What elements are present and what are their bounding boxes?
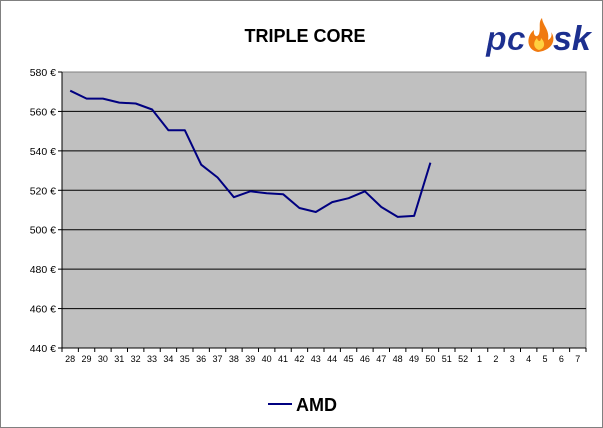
y-tick-label: 440 € [30,343,56,355]
x-tick-label: 31 [114,354,124,364]
y-tick-label: 480 € [30,264,56,276]
series-line-amd [69,89,432,218]
x-tick-label: 49 [409,354,419,364]
x-tick-label: 33 [147,354,157,364]
x-tick-label: 30 [98,354,108,364]
x-tick-label: 3 [510,354,515,364]
x-tick-label: 43 [311,354,321,364]
x-tick-label: 44 [327,354,337,364]
x-tick-label: 36 [196,354,206,364]
x-tick-label: 52 [458,354,468,364]
y-tick-label: 540 € [30,146,56,158]
x-tick-label: 2 [493,354,498,364]
x-tick-label: 7 [575,354,580,364]
x-tick-label: 5 [543,354,548,364]
flame-icon [528,18,554,52]
x-tick-label: 42 [294,354,304,364]
x-tick-label: 40 [262,354,272,364]
x-tick-label: 39 [245,354,255,364]
y-axis: 440 € 460 € 480 € 500 € 520 € 540 € 560 € 580 € [30,67,63,355]
x-tick-label: 41 [278,354,288,364]
x-tick-label: 47 [376,354,386,364]
gridlines [62,110,586,310]
x-tick-label: 51 [442,354,452,364]
logo-text: pc [485,20,526,58]
x-tick-label: 35 [180,354,190,364]
y-tick-label: 520 € [30,185,56,197]
y-tick-label: 560 € [30,106,56,118]
series-layer [69,89,432,218]
x-tick-label: 4 [526,354,531,364]
y-tick-label: 460 € [30,304,56,316]
x-tick-label: 37 [213,354,223,364]
x-tick-label: 38 [229,354,239,364]
logo-text-suffix: sk [553,20,593,58]
legend-label-amd: AMD [296,395,337,415]
x-tick-label: 48 [393,354,403,364]
plot-area [61,71,587,349]
x-tick-label: 45 [344,354,354,364]
chart-title: TRIPLE CORE [244,26,365,46]
y-tick-label: 580 € [30,67,56,79]
x-axis: 28 29 30 31 32 33 34 35 36 37 38 39 40 41 42 43 44 45 46 47… [61,347,587,364]
x-tick-label: 32 [131,354,141,364]
pcask-logo: pc sk [485,18,593,58]
x-tick-label: 50 [425,354,435,364]
x-tick-label: 1 [477,354,482,364]
y-tick-label: 500 € [30,225,56,237]
x-tick-label: 34 [163,354,173,364]
x-tick-label: 46 [360,354,370,364]
x-tick-label: 6 [559,354,564,364]
x-tick-label: 29 [82,354,92,364]
legend: AMD [268,395,337,415]
x-tick-label: 28 [65,354,75,364]
